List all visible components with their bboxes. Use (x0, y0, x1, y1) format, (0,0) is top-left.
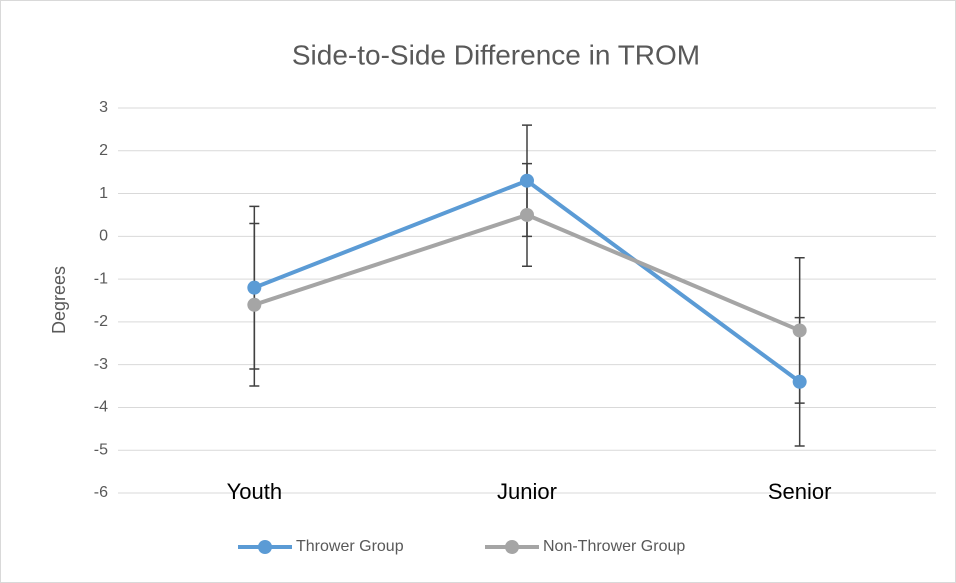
legend-marker (258, 540, 272, 554)
y-tick-label: 1 (99, 185, 108, 202)
data-point (520, 207, 534, 222)
y-tick-label: -6 (94, 484, 108, 501)
y-axis-label: Degrees (49, 266, 69, 334)
legend-label: Thrower Group (296, 538, 404, 555)
data-point (247, 280, 262, 295)
x-tick-label: Senior (768, 479, 832, 504)
y-tick-label: 3 (99, 99, 108, 116)
data-point (520, 173, 534, 188)
y-tick-label: -5 (94, 441, 108, 458)
chart-title: Side-to-Side Difference in TROM (292, 39, 700, 70)
x-tick-label: Junior (497, 479, 557, 504)
y-tick-label: 2 (99, 142, 108, 159)
y-tick-label: -1 (94, 270, 108, 287)
y-tick-label: -2 (94, 313, 108, 330)
data-point (792, 323, 807, 338)
legend-marker (505, 540, 519, 554)
y-tick-label: -4 (94, 399, 108, 416)
data-point (247, 297, 262, 312)
y-tick-label: -3 (94, 356, 108, 373)
legend-label: Non-Thrower Group (543, 538, 685, 555)
x-tick-label: Youth (227, 479, 282, 504)
y-tick-label: 0 (99, 228, 108, 245)
data-point (792, 374, 807, 389)
